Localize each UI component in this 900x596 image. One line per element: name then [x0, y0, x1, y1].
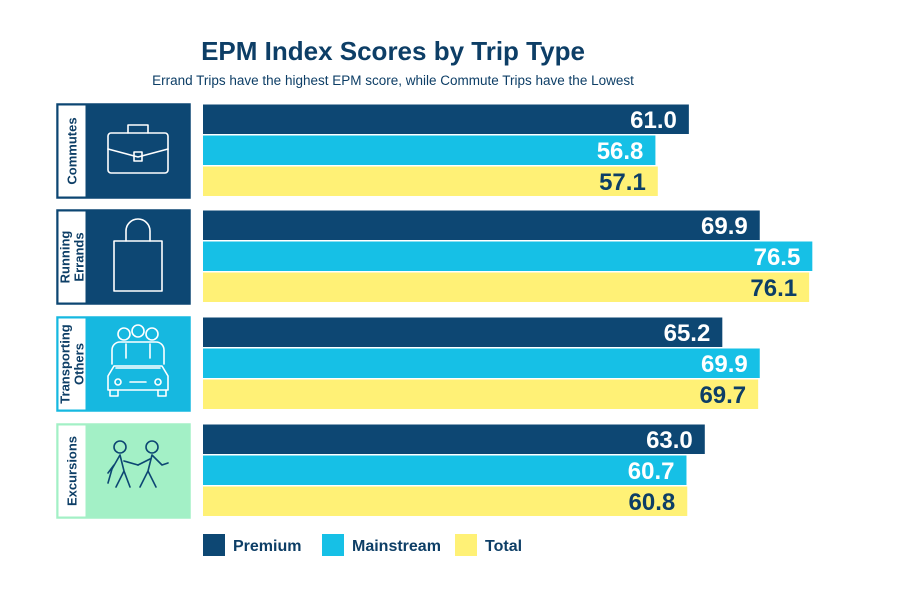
category-panel-transporting-others: TransportingOthers — [56, 316, 191, 412]
walking-people-icon — [107, 440, 169, 488]
category-label-running-errands: RunningErrands — [58, 231, 87, 284]
category-label-strip — [58, 105, 86, 197]
legend-swatch — [322, 534, 344, 556]
category-label-strip — [58, 425, 86, 517]
value-label-total-commutes: 57.1 — [599, 169, 646, 196]
value-label-premium-transporting-others: 65.2 — [664, 320, 711, 347]
value-label-total-transporting-others: 69.7 — [699, 382, 746, 409]
value-label-premium-excursions: 63.0 — [646, 427, 693, 454]
value-label-total-running-errands: 76.1 — [750, 275, 797, 302]
legend-label: Mainstream — [352, 538, 441, 555]
category-label-strip — [58, 318, 86, 410]
legend-swatch — [455, 534, 477, 556]
value-label-premium-commutes: 61.0 — [630, 107, 677, 134]
shopping-bag-icon — [113, 218, 163, 292]
category-panel-commutes: Commutes — [56, 103, 191, 199]
bar-total-transporting-others — [203, 379, 759, 409]
value-label-total-excursions: 60.8 — [629, 489, 676, 516]
value-label-premium-running-errands: 69.9 — [701, 213, 748, 240]
value-label-mainstream-transporting-others: 69.9 — [701, 351, 748, 378]
legend-item-total: Total — [455, 534, 522, 556]
category-label-strip — [58, 211, 86, 303]
value-label-mainstream-commutes: 56.8 — [597, 138, 644, 165]
value-label-mainstream-excursions: 60.7 — [628, 458, 675, 485]
bar-premium-excursions — [203, 424, 705, 454]
category-panel-excursions: Excursions — [56, 423, 191, 519]
bar-premium-commutes — [203, 104, 689, 134]
chart-title: EPM Index Scores by Trip Type — [201, 36, 585, 66]
bar-total-excursions — [203, 486, 688, 516]
briefcase-icon — [107, 124, 169, 174]
legend-label: Premium — [233, 538, 301, 555]
legend-swatch — [203, 534, 225, 556]
bar-mainstream-commutes — [203, 135, 656, 165]
legend-label: Total — [485, 538, 522, 555]
bar-mainstream-running-errands — [203, 241, 813, 271]
bar-premium-running-errands — [203, 210, 760, 240]
people-car-icon — [107, 324, 169, 397]
category-label-commutes: Commutes — [65, 117, 80, 184]
bar-premium-transporting-others — [203, 317, 723, 347]
value-label-mainstream-running-errands: 76.5 — [754, 244, 801, 271]
bar-mainstream-transporting-others — [203, 348, 760, 378]
category-label-excursions: Excursions — [65, 436, 80, 506]
legend-item-premium: Premium — [203, 534, 301, 556]
bar-mainstream-excursions — [203, 455, 687, 485]
bar-total-commutes — [203, 166, 658, 196]
chart-subtitle: Errand Trips have the highest EPM score,… — [152, 73, 634, 88]
legend-item-mainstream: Mainstream — [322, 534, 441, 556]
bar-total-running-errands — [203, 272, 810, 302]
category-panel-running-errands: RunningErrands — [56, 209, 191, 305]
category-label-transporting-others: TransportingOthers — [58, 324, 87, 404]
